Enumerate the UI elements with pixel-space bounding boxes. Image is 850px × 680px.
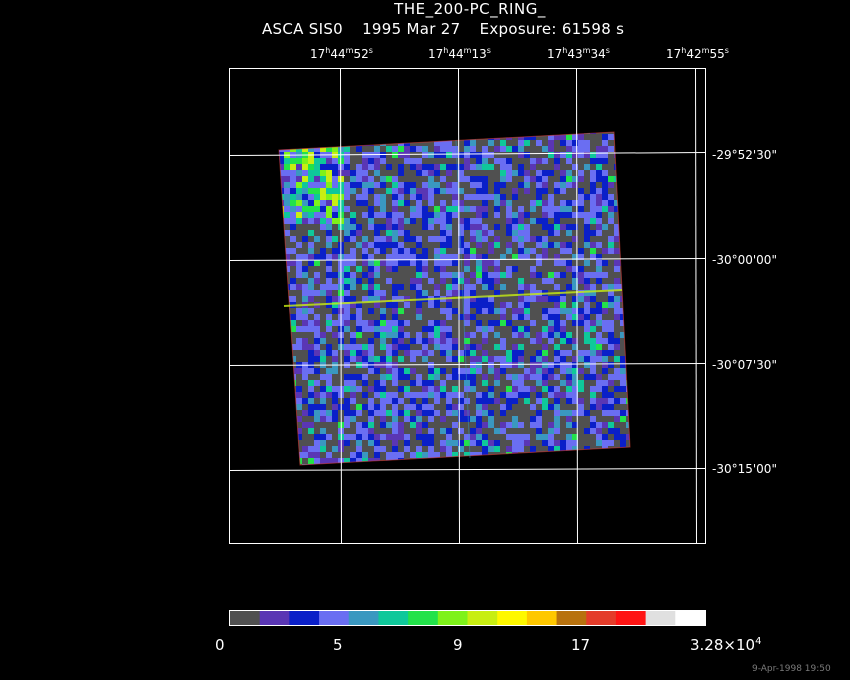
colorbar-segment [408,611,439,625]
colorbar-segment [437,611,469,625]
ra-tick-label: 17h44m13s [428,46,491,61]
dec-grid-line [228,468,706,471]
observation-date: 1995 Mar 27 [362,20,461,38]
image-title: THE_200-PC_RING_ [394,0,546,18]
ra-grid-line [458,67,460,544]
field-edge [278,131,631,466]
colorbar [229,610,706,626]
exposure-label: Exposure: 61598 s [479,20,625,38]
colorbar-segment [526,611,558,625]
dec-grid-line [228,258,706,261]
colorbar-segment [586,611,617,625]
colorbar-segment [467,611,498,625]
ra-grid-line [695,67,697,544]
observation-info: ASCA SIS0 1995 Mar 27 Exposure: 61598 s [262,20,638,38]
xray-image-field [279,132,630,465]
ra-tick-label: 17h42m55s [666,46,729,61]
colorbar-segment [556,611,587,625]
colorbar-segment [259,611,290,625]
ra-tick-label: 17h43m34s [547,46,610,61]
ra-grid-line [576,67,578,544]
coordinate-grid [228,67,706,544]
colorbar-min-label: 0 [215,636,225,654]
dec-tick-label: -30°07'30" [712,358,777,372]
colorbar-segment [615,611,647,625]
colorbar-segment [230,611,261,625]
timestamp-label: 9-Apr-1998 19:50 [752,664,831,674]
dec-tick-label: -29°52'30" [712,148,777,162]
ccd-gap-line [283,289,623,307]
colorbar-segment [497,611,528,625]
dec-tick-label: -30°15'00" [712,462,777,476]
ra-tick-label: 17h44m52s [310,46,373,61]
dec-tick-label: -30°00'00" [712,253,777,267]
colorbar-segment [378,611,409,625]
colorbar-segment [675,611,706,625]
colorbar-tick-label: 5 [333,636,343,654]
colorbar-segment [645,611,676,625]
instrument-label: ASCA SIS0 [262,20,343,38]
colorbar-segment [319,611,350,625]
colorbar-frame [229,610,706,626]
ra-grid-line [340,67,342,544]
dec-grid-line [228,363,706,366]
colorbar-tick-label: 17 [571,636,591,654]
colorbar-segment [348,611,380,625]
colorbar-tick-label: 9 [453,636,463,654]
colorbar-segment [289,611,320,625]
plot-frame [229,68,706,544]
colorbar-max-label: 3.28×104 [690,636,762,654]
dec-grid-line [228,152,706,156]
